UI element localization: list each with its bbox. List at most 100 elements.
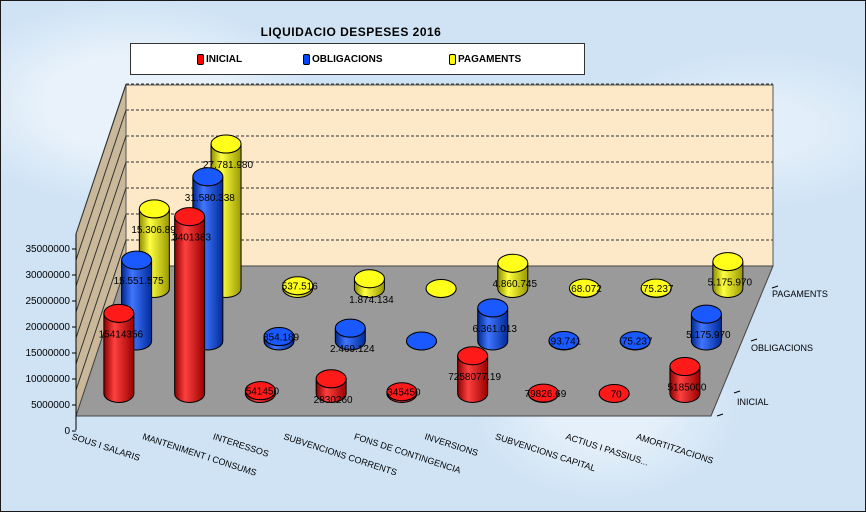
data-label: 31.580.338: [185, 193, 235, 204]
category-label: SOUS I SALARIS: [71, 431, 142, 462]
bar-pagaments-5: 4.860.745: [493, 253, 538, 298]
bar-top: [210, 134, 242, 154]
bar-obligacions-7: 75.237: [619, 331, 653, 351]
bar-top: [138, 199, 170, 219]
depth-tick: [750, 338, 758, 342]
bar-top: [334, 318, 366, 338]
category-label: INTERESSOS: [212, 431, 270, 458]
category-label: INVERSIONS: [423, 431, 479, 458]
legend-swatch-pagaments: [449, 54, 456, 65]
data-label: 3401383: [172, 233, 211, 244]
data-label: 79826.69: [525, 389, 567, 400]
y-tick-label: 30000000: [26, 270, 71, 281]
data-label: 15.551.575: [114, 276, 164, 287]
depth-label: INICIAL: [737, 397, 769, 407]
bar-inicial-7: 70: [598, 383, 630, 403]
bar-body: [103, 313, 135, 403]
bar-pagaments-4: [425, 279, 457, 298]
bar-inicial-2: 541450: [244, 381, 280, 403]
data-label: 7258077.19: [448, 372, 501, 383]
depth-label: PAGAMENTS: [772, 289, 828, 299]
depth-tick: [733, 390, 741, 394]
data-label: 15414356: [99, 329, 144, 340]
gridline-side: [75, 109, 127, 261]
bar-top: [353, 269, 385, 289]
data-label: 93.741: [551, 337, 582, 348]
bar-top: [568, 278, 600, 298]
bar-top: [406, 331, 437, 351]
gridline-side: [75, 213, 127, 365]
bar-top: [598, 383, 630, 403]
data-label: 2830260: [314, 395, 353, 406]
bar-inicial-3: 2830260: [314, 369, 353, 406]
data-label: 541450: [246, 387, 280, 398]
data-label: 345450: [387, 388, 421, 399]
bar-top: [527, 383, 559, 403]
legend-item-inicial: INICIAL: [197, 54, 242, 65]
data-label: 537.516: [282, 282, 319, 293]
bar-pagaments-6: 68.072: [568, 278, 602, 298]
depth-label: OBLIGACIONS: [751, 343, 813, 353]
bar-top: [619, 331, 651, 351]
data-label: 5.175.970: [708, 278, 753, 289]
y-tick-label: 35000000: [26, 244, 71, 255]
data-label: 75.237: [622, 337, 653, 348]
data-label: 70: [611, 389, 623, 400]
bar-pagaments-2: 537.516: [282, 276, 319, 298]
category-label: SUBVENCIONS CORRENTS: [282, 431, 398, 477]
bar-obligacions-6: 93.741: [548, 331, 582, 351]
bar-pagaments-3: 1.874.134: [349, 269, 394, 306]
data-label: 4.860.745: [493, 279, 538, 290]
data-label: 5185000: [667, 383, 706, 394]
y-tick-label: 0: [64, 426, 70, 437]
bar-top: [244, 381, 276, 401]
category-label: MANTENIMENT I CONSUMS: [141, 431, 258, 477]
bar-top: [548, 331, 580, 351]
bar-top: [457, 346, 489, 366]
bar-pagaments-7: 75.237: [640, 278, 674, 298]
bar-top: [497, 253, 529, 273]
legend-label-pagaments: PAGAMENTS: [458, 54, 522, 65]
data-label: 1.874.134: [349, 295, 394, 306]
bar-top: [640, 278, 672, 298]
bar-top: [121, 250, 153, 270]
data-label: 15.306.899: [131, 225, 181, 236]
bar-body: [174, 216, 206, 403]
gridline-side: [75, 161, 127, 313]
bar-top: [192, 167, 224, 187]
bar-top: [174, 207, 206, 227]
bar-top: [712, 252, 744, 272]
data-label: 6.361.013: [472, 324, 517, 335]
bar-obligacions-4: [406, 331, 437, 351]
bar-inicial-8: 5185000: [667, 357, 707, 403]
legend-item-pagaments: PAGAMENTS: [449, 54, 521, 65]
gridline-side: [75, 83, 127, 235]
bar-top: [386, 382, 418, 402]
legend-label-obligacions: OBLIGACIONS: [312, 54, 383, 65]
bar-inicial-5: 7258077.19: [448, 346, 502, 403]
y-tick-label: 20000000: [26, 322, 71, 333]
bar-inicial-4: 345450: [386, 382, 421, 403]
bar-top: [425, 279, 457, 298]
data-label: 68.072: [571, 284, 602, 295]
y-tick-label: 5000000: [31, 400, 70, 411]
legend-item-obligacions: OBLIGACIONS: [303, 54, 383, 65]
bar-obligacions-3: 2.469.124: [330, 318, 375, 355]
bar-pagaments-8: 5.175.970: [708, 252, 753, 298]
legend-swatch-inicial: [197, 54, 204, 65]
data-label: 5.175.970: [686, 330, 731, 341]
data-label: 854.189: [263, 333, 300, 344]
data-label: 75.237: [643, 284, 674, 295]
legend-label-inicial: INICIAL: [206, 54, 243, 65]
bar-top: [669, 357, 701, 377]
chart-title: LIQUIDACIO DESPESES 2016: [260, 25, 442, 39]
bar-obligacions-5: 6.361.013: [472, 298, 517, 351]
bar-top: [690, 304, 722, 324]
bar-obligacions-2: 854.189: [263, 327, 300, 351]
gridline-side: [75, 135, 127, 287]
bar-top: [103, 303, 135, 323]
bar-inicial-0: 15414356: [99, 303, 144, 403]
y-tick-label: 10000000: [26, 374, 71, 385]
